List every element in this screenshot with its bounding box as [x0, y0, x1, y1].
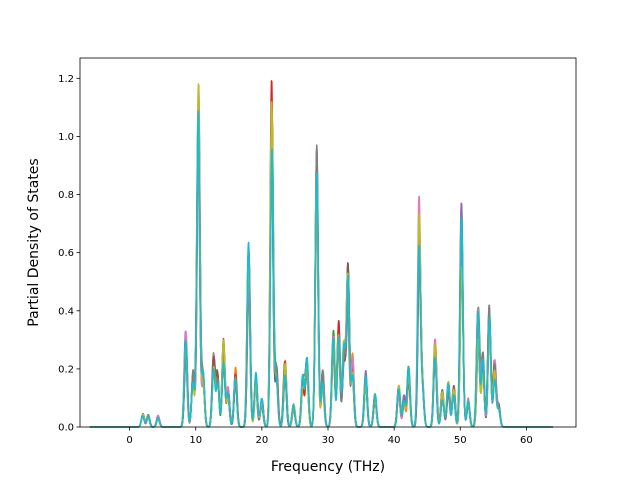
- x-tick-label: 40: [388, 435, 401, 446]
- y-axis-label: Partial Density of States: [26, 158, 42, 326]
- series-layer: [89, 80, 554, 428]
- y-tick-label: 0.6: [58, 248, 74, 259]
- y-tick-label: 1.0: [58, 132, 74, 143]
- x-tick-label: 10: [189, 435, 202, 446]
- y-tick-label: 0.2: [58, 364, 74, 375]
- x-tick-label: 50: [454, 435, 467, 446]
- x-axis-label: Frequency (THz): [271, 459, 385, 475]
- y-tick-label: 0.4: [58, 306, 74, 317]
- x-tick-label: 0: [126, 435, 132, 446]
- x-tick-label: 20: [255, 435, 268, 446]
- y-axis-ticks: 0.0 0.2 0.4 0.6 0.8 1.0 1.2: [58, 74, 80, 434]
- x-axis-ticks: 0 10 20 30 40 50 60: [126, 427, 533, 446]
- plot-frame: [79, 57, 577, 428]
- y-tick-label: 0.0: [58, 423, 74, 434]
- y-tick-label: 0.8: [58, 190, 74, 201]
- x-tick-label: 60: [520, 435, 533, 446]
- x-tick-label: 30: [322, 435, 335, 446]
- y-tick-label: 1.2: [58, 74, 74, 85]
